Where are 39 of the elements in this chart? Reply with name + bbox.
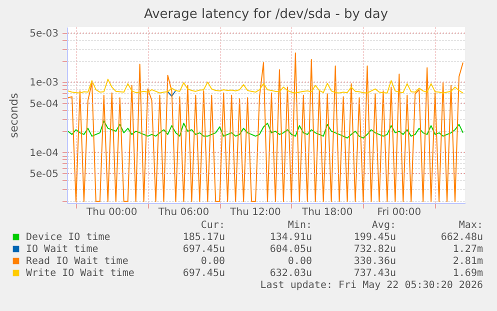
legend-label: IO Wait time xyxy=(26,244,98,255)
text: Avg: xyxy=(372,220,396,231)
text: 732.82u xyxy=(354,244,396,255)
text: 185.17u xyxy=(182,232,225,243)
text: Cur: xyxy=(200,220,225,231)
text: 1.69m xyxy=(452,268,483,279)
legend-label: Write IO Wait time xyxy=(26,268,134,279)
x-tick-label: Thu 12:00 xyxy=(229,207,281,218)
text: 0.00 xyxy=(200,256,225,267)
y-tick-label: 5e-05 xyxy=(30,168,58,180)
x-tick-label: Thu 06:00 xyxy=(157,207,210,218)
text: 199.45u xyxy=(354,232,396,243)
text: 2.81m xyxy=(452,256,483,267)
line-series xyxy=(67,78,464,94)
text: 632.03u xyxy=(270,268,312,279)
y-tick-label: 1e-04 xyxy=(30,148,58,159)
legend-label: Device IO time xyxy=(26,232,110,243)
y-tick-label: 1e-03 xyxy=(30,78,58,89)
line-series xyxy=(67,120,464,139)
x-tick-label: Thu 18:00 xyxy=(300,207,353,218)
text: 1.27m xyxy=(452,244,483,255)
text: 330.36u xyxy=(354,256,396,267)
text: 662.48u xyxy=(440,232,483,243)
text: 0.00 xyxy=(288,256,312,267)
chart-title: Average latency for /dev/sda - by day xyxy=(144,7,388,22)
y-tick-label: 5e-04 xyxy=(30,98,58,110)
y-tick-label: 5e-03 xyxy=(30,28,58,40)
x-tick-label: Fri 00:00 xyxy=(377,207,422,218)
legend-label: Read IO Wait time xyxy=(26,256,128,267)
text: Max: xyxy=(458,220,483,231)
text: 604.05u xyxy=(270,244,312,255)
text: 737.43u xyxy=(354,268,396,279)
y-axis-title: seconds xyxy=(8,92,21,138)
text: Last update: Fri May 22 05:30:20 2026 xyxy=(260,280,483,291)
text: 134.91u xyxy=(270,232,312,243)
text: 697.45u xyxy=(182,244,225,255)
text: Min: xyxy=(288,220,312,231)
x-tick-label: Thu 00:00 xyxy=(85,207,138,218)
text: 697.45u xyxy=(182,268,225,279)
